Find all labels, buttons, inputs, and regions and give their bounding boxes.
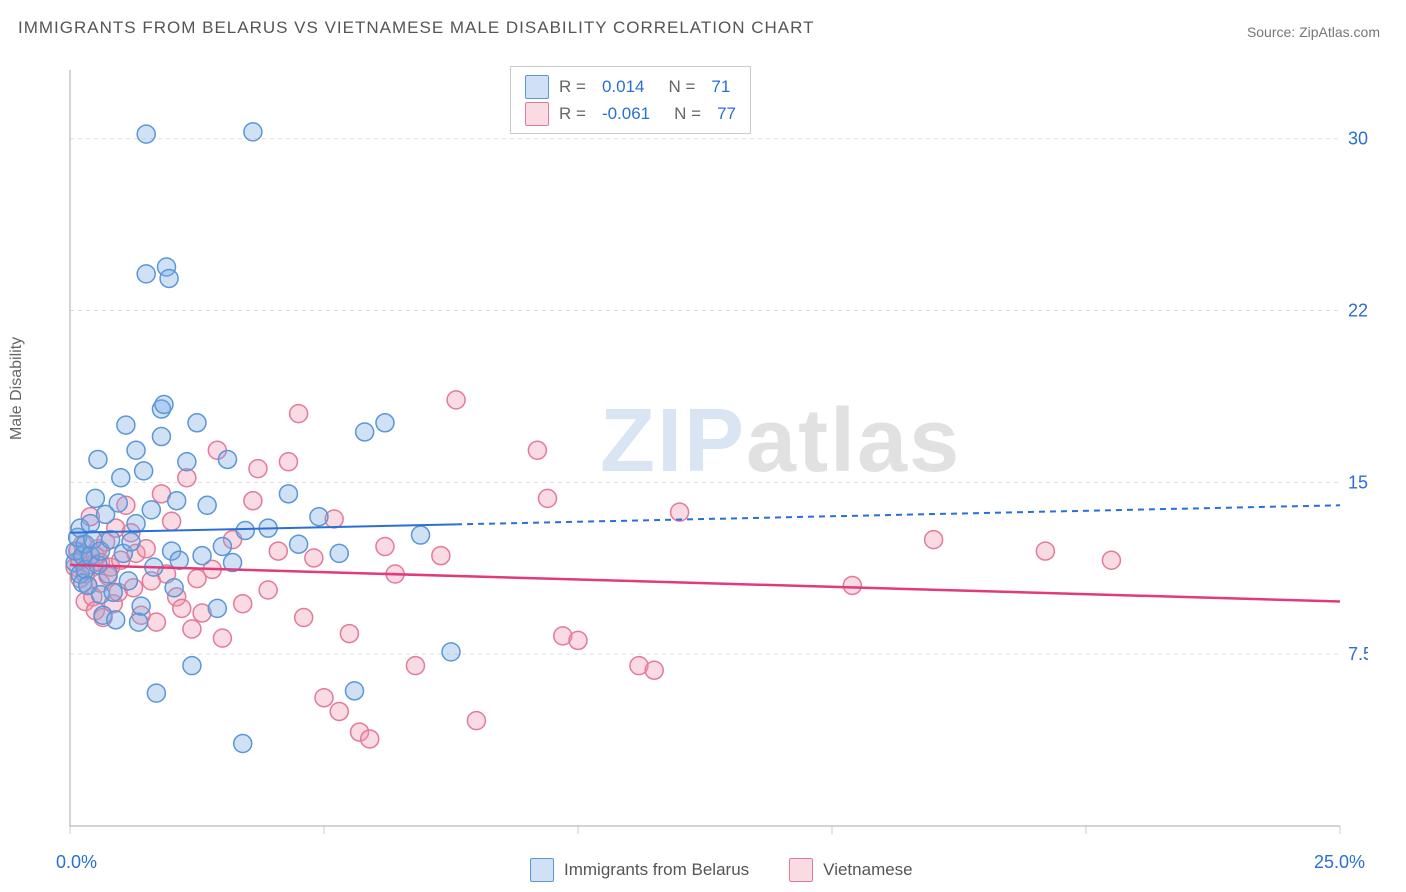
legend-n-value-belarus: 71 [711,73,730,100]
series-label-belarus: Immigrants from Belarus [564,860,749,880]
series-label-vietnamese: Vietnamese [823,860,912,880]
x-axis-min-label: 0.0% [56,852,97,873]
chart-svg: 7.5% 15.0% 22.5% 30.0% [48,60,1368,850]
legend-r-value-vietnamese: -0.061 [602,100,650,127]
legend-swatch-belarus [525,75,549,99]
source-link[interactable]: ZipAtlas.com [1299,24,1380,40]
y-axis-label: Male Disability [8,337,26,440]
legend-row-belarus: R = 0.014 N = 71 [525,73,736,100]
legend-row-vietnamese: R = -0.061 N = 77 [525,100,736,127]
legend-r-label: R = [559,100,586,127]
svg-text:30.0%: 30.0% [1348,129,1368,149]
series-legend-item-belarus: Immigrants from Belarus [530,858,749,882]
svg-text:7.5%: 7.5% [1348,644,1368,664]
series-legend-item-vietnamese: Vietnamese [789,858,912,882]
svg-text:22.5%: 22.5% [1348,301,1368,321]
legend-n-label: N = [668,73,695,100]
legend-r-value-belarus: 0.014 [602,73,645,100]
scatter-chart: 7.5% 15.0% 22.5% 30.0% [48,60,1368,850]
legend-swatch-vietnamese [525,102,549,126]
series-legend: Immigrants from Belarus Vietnamese [530,858,913,882]
svg-text:15.0%: 15.0% [1348,472,1368,492]
x-axis-max-label: 25.0% [1314,852,1365,873]
chart-title: IMMIGRANTS FROM BELARUS VS VIETNAMESE MA… [18,18,814,38]
correlation-legend: R = 0.014 N = 71 R = -0.061 N = 77 [510,66,751,134]
series-swatch-vietnamese [789,858,813,882]
legend-n-label: N = [674,100,701,127]
series-swatch-belarus [530,858,554,882]
source-prefix: Source: [1247,24,1299,40]
source-label: Source: ZipAtlas.com [1247,24,1380,40]
legend-n-value-vietnamese: 77 [717,100,736,127]
legend-r-label: R = [559,73,586,100]
